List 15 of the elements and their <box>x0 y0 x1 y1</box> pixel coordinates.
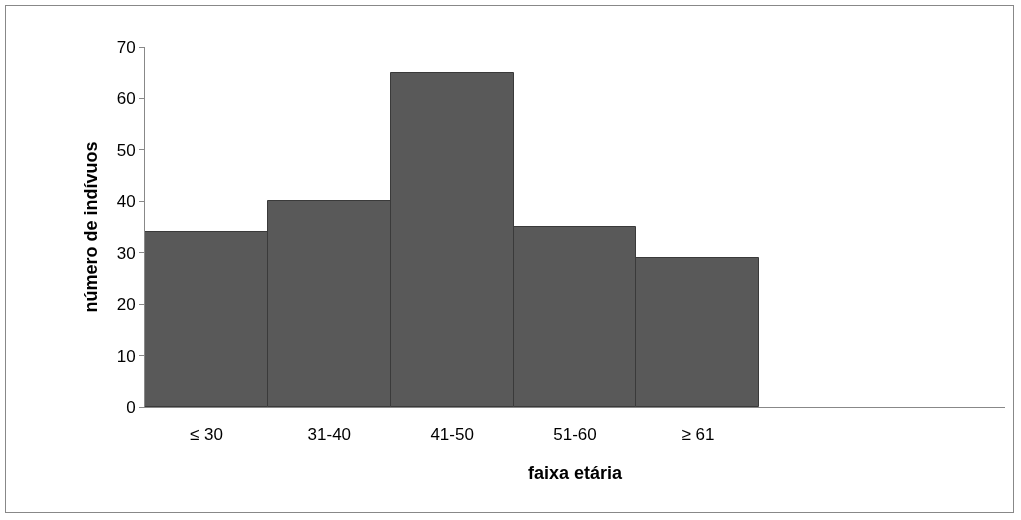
y-tick-label: 50 <box>116 140 136 160</box>
y-axis-title: número de indívuos <box>80 141 101 313</box>
x-tick-label: 51-60 <box>553 425 597 445</box>
y-tick-label: 20 <box>116 295 136 315</box>
y-tick-label: 60 <box>116 89 136 109</box>
x-tick-label: 31-40 <box>307 425 352 445</box>
y-tick-label: 10 <box>116 346 136 366</box>
x-tick-label: ≤ 30 <box>189 425 223 445</box>
x-tick-label: 41-50 <box>430 425 474 445</box>
y-tick-label: 70 <box>116 37 136 57</box>
y-tick-label: 40 <box>116 192 136 212</box>
x-axis-title: faixa etária <box>527 462 624 483</box>
y-tick-label: 30 <box>116 243 136 263</box>
y-tick-label: 0 <box>126 397 136 417</box>
x-tick-label: ≥ 61 <box>681 425 715 445</box>
